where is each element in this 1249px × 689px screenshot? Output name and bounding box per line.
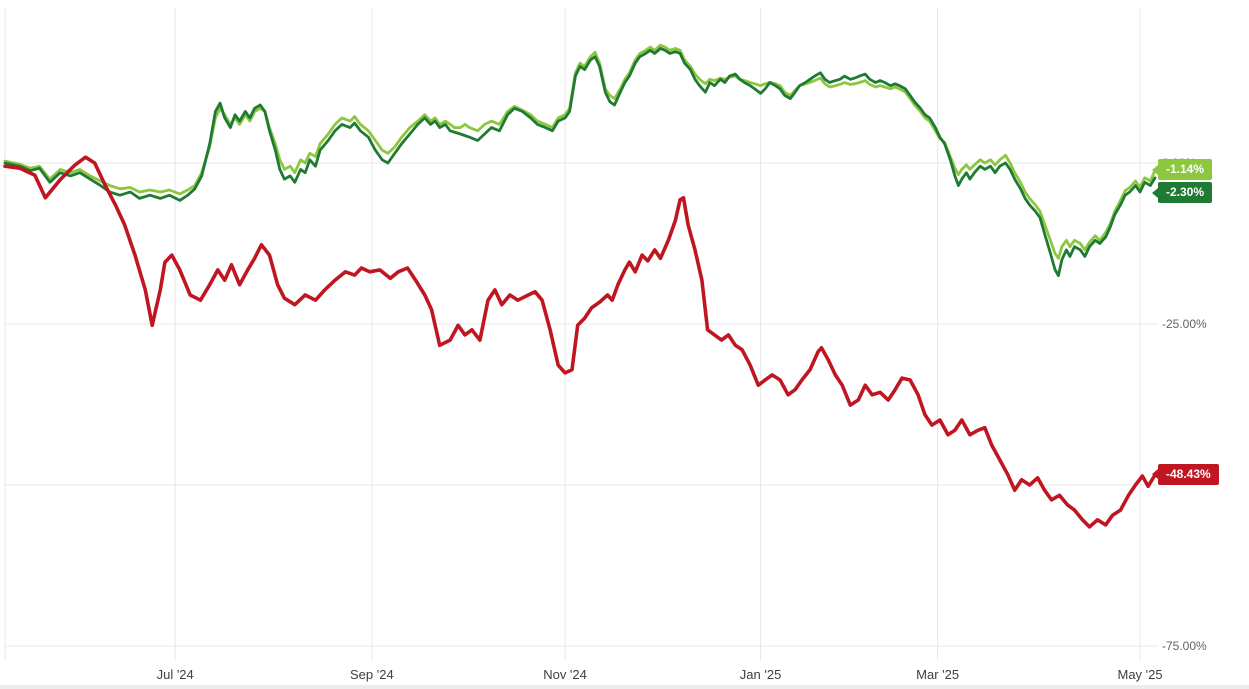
x-axis-tick-label: Jul '24 bbox=[156, 667, 194, 682]
last-change-badge: -48.43% bbox=[1158, 463, 1219, 485]
x-axis-tick-label: Nov '24 bbox=[543, 667, 587, 682]
last-change-badge: -1.14% bbox=[1158, 159, 1213, 181]
x-axis-tick-label: Jan '25 bbox=[739, 667, 782, 682]
x-axis-tick-label: Sep '24 bbox=[350, 667, 394, 682]
x-axis-tick-label: Mar '25 bbox=[916, 667, 960, 682]
y-axis-tick-label: -25.00% bbox=[1162, 317, 1207, 331]
red-series-line bbox=[3, 155, 1157, 529]
bottom-edge bbox=[0, 685, 1249, 689]
light-green-series-line bbox=[3, 43, 1157, 260]
dark-green-series-line bbox=[3, 47, 1157, 278]
x-axis-tick-label: May '25 bbox=[1117, 667, 1163, 682]
y-axis-tick-label: -75.00% bbox=[1162, 639, 1207, 653]
last-change-badge: -2.30% bbox=[1158, 182, 1213, 204]
